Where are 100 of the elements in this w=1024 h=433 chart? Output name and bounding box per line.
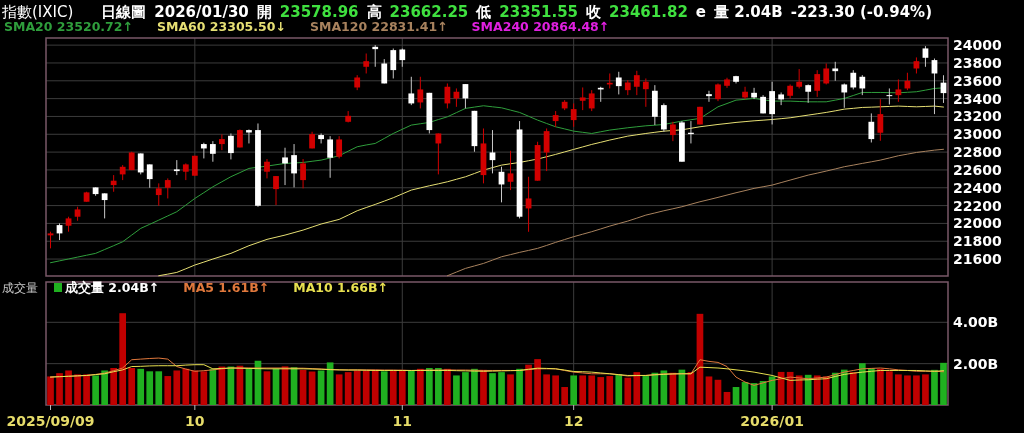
candlestick (408, 76, 415, 106)
candlestick (615, 71, 622, 95)
bar (525, 364, 532, 405)
candlestick (922, 45, 929, 68)
text: 收 (586, 3, 603, 21)
candlestick (823, 62, 830, 85)
y-tick-label: 23200 (953, 108, 1002, 125)
bar (471, 368, 478, 405)
bar (335, 374, 343, 405)
candlestick (868, 112, 875, 143)
candlestick (588, 89, 595, 112)
candlestick (742, 86, 748, 100)
bar (65, 370, 72, 405)
bar (840, 369, 848, 405)
bar (83, 374, 90, 405)
text: 日線圖 (101, 3, 147, 21)
bar (317, 370, 325, 405)
bar (579, 375, 587, 405)
bar (813, 375, 821, 405)
text: e (695, 3, 707, 21)
candlestick (264, 158, 270, 179)
bar (922, 374, 929, 405)
candlestick (706, 90, 712, 103)
candlestick (570, 102, 577, 128)
candlestick (642, 77, 649, 108)
bar (552, 375, 559, 405)
bar (570, 375, 578, 405)
y-tick-label: 21600 (953, 251, 1002, 268)
bar (137, 368, 145, 405)
bar (173, 370, 181, 405)
candlestick (137, 152, 144, 175)
x-tick-label: 2025/09/09 (6, 413, 95, 429)
x-tick-label: 2026/01 (740, 413, 804, 429)
candlestick (417, 76, 424, 109)
bar (453, 375, 460, 405)
y-tick-label: 2.00B (953, 355, 999, 372)
y-tick-label: 23000 (953, 126, 1002, 143)
bar (849, 372, 857, 405)
bar (416, 368, 424, 405)
candlestick (273, 175, 279, 206)
candlestick (877, 98, 884, 142)
bar (831, 372, 839, 405)
bar (624, 377, 632, 405)
bar (877, 368, 884, 405)
y-tick-label: 22000 (953, 215, 1002, 232)
candlestick (895, 78, 902, 103)
line-series (158, 105, 944, 277)
text: 23351.55 (499, 3, 579, 21)
chart-title: 指數(IXIC) (1, 3, 74, 21)
candlestick (363, 53, 370, 74)
candlestick (155, 182, 162, 207)
candlestick (282, 147, 288, 186)
candlestick (435, 132, 442, 175)
bar (723, 391, 731, 405)
bar (597, 377, 605, 405)
candlestick (778, 91, 785, 106)
bar (615, 374, 623, 405)
line-series (50, 364, 944, 381)
text: 低 (475, 3, 492, 21)
bar (200, 371, 208, 405)
y-tick-label: 21800 (953, 233, 1002, 250)
bar (92, 375, 99, 405)
bar (164, 376, 172, 405)
bar (407, 370, 415, 405)
candlestick (814, 69, 821, 98)
candlestick (633, 70, 640, 96)
bar (353, 370, 361, 405)
chart-title: 成交量 (2, 281, 38, 295)
bar (101, 370, 108, 405)
x-tick-label: 11 (392, 413, 413, 429)
bar (380, 371, 388, 405)
bar (47, 376, 54, 405)
bar (56, 373, 63, 405)
text: 23578.96 (279, 3, 359, 21)
candlestick (805, 83, 812, 104)
bar (804, 374, 812, 405)
y-tick-label: 4.00B (953, 314, 999, 331)
bar (74, 374, 81, 405)
bar (516, 368, 523, 405)
candlestick (228, 132, 234, 160)
bar (191, 370, 199, 405)
y-tick-label: 23800 (953, 54, 1002, 71)
line-series (446, 148, 944, 277)
candlestick (336, 135, 343, 159)
bar (245, 368, 253, 405)
bar (426, 368, 433, 405)
y-tick-label: 22800 (953, 144, 1002, 161)
bar (110, 368, 117, 405)
candlestick (579, 86, 586, 111)
candlestick (372, 44, 379, 68)
bar (561, 387, 568, 405)
series-names: SMA20 23520.72↑ SMA60 23305.50↓ SMA120 22831.41↑ SMA240 20864.48↑ (4, 19, 610, 34)
candlestick (219, 133, 225, 151)
bar (371, 369, 379, 405)
text: -223.30 (-0.94%) (790, 3, 932, 21)
bar (534, 359, 541, 405)
candlestick (291, 143, 297, 188)
text: 開 (256, 3, 272, 21)
bar (642, 376, 650, 405)
text: 23461.82 (609, 3, 688, 21)
